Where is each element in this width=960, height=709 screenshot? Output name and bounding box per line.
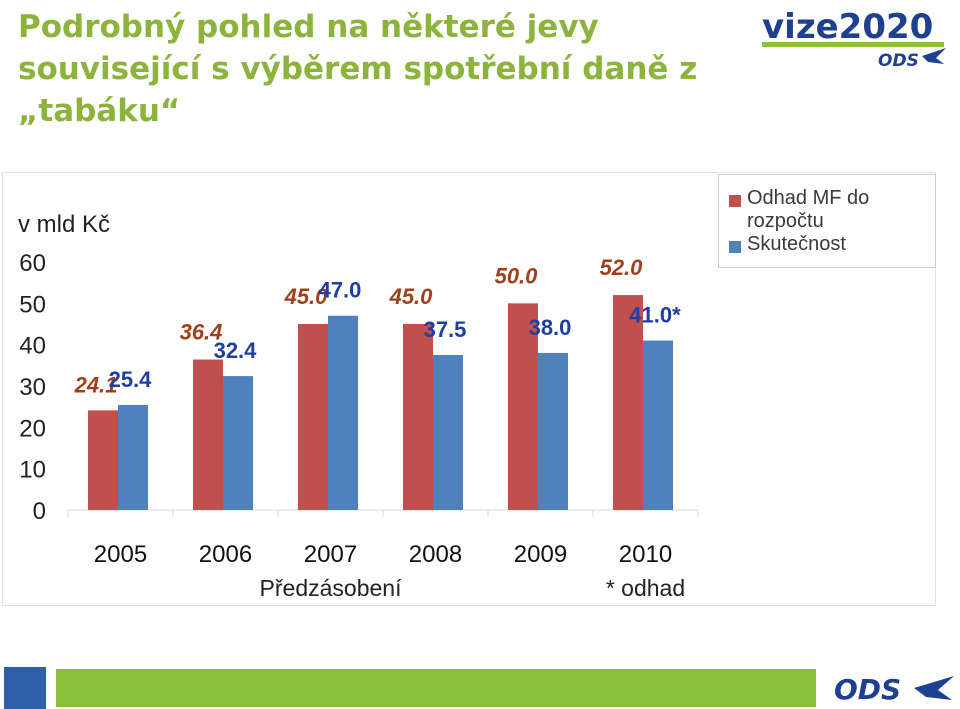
y-tick-label: 30: [19, 374, 46, 401]
logo-green-stripe: [762, 42, 944, 47]
x-category-note-2010: * odhad: [606, 575, 685, 601]
y-tick-label: 40: [19, 333, 46, 360]
bar-actual-2010: [643, 340, 673, 510]
data-label-estimate-2007: 45.0: [284, 284, 329, 309]
legend-swatch-actual: [729, 241, 741, 253]
legend-label-estimate: Odhad MF do rozpočtu: [747, 187, 870, 232]
bar-estimate-2006: [193, 359, 223, 510]
data-label-estimate-2010: 52.0: [600, 255, 644, 280]
footer-ods-text: ODS: [834, 673, 901, 706]
x-tick-label-2006: 2006: [199, 541, 252, 568]
bar-estimate-2005: [88, 410, 118, 510]
bar-actual-2005: [118, 405, 148, 510]
y-tick-label: 60: [19, 250, 46, 277]
bar-estimate-2007: [298, 324, 328, 510]
bar-estimate-2010: [613, 295, 643, 510]
data-label-estimate-2005: 24.1: [74, 372, 118, 397]
data-label-actual-2007: 47.0: [319, 278, 362, 303]
data-label-actual-2010: 41.0*: [629, 303, 681, 328]
vize2020-logo-text: vize2020: [762, 7, 933, 47]
data-label-estimate-2008: 45.0: [389, 284, 434, 309]
data-label-actual-2006: 32.4: [214, 338, 258, 363]
page-title: Podrobný pohled na některé jevy souvisej…: [18, 9, 698, 129]
y-tick-label: 0: [33, 498, 46, 525]
y-tick-label: 10: [19, 457, 46, 484]
bird-icon: [914, 676, 954, 700]
legend: Odhad MF do rozpočtu Skutečnost: [718, 174, 936, 268]
data-label-actual-2009: 38.0: [529, 315, 572, 340]
bar-actual-2007: [328, 315, 358, 510]
data-label-actual-2005: 25.4: [109, 367, 153, 392]
logo-ods-text: ODS: [878, 51, 919, 71]
footer-ods-logo: ODS: [834, 673, 954, 706]
x-category-note-2007: Předzásobení: [260, 575, 403, 601]
data-label-estimate-2006: 36.4: [180, 320, 223, 345]
x-tick-label-2005: 2005: [94, 541, 147, 568]
data-label-actual-2008: 37.5: [424, 317, 467, 342]
y-axis-label: v mld Kč: [18, 211, 110, 238]
footer-square: [4, 667, 46, 709]
x-tick-label-2008: 2008: [409, 541, 462, 568]
x-tick-label-2009: 2009: [514, 541, 567, 568]
bar-estimate-2009: [508, 303, 538, 510]
bar-actual-2009: [538, 352, 568, 510]
bar-actual-2008: [433, 355, 463, 510]
chart-frame: [2, 172, 936, 606]
legend-label-actual: Skutečnost: [747, 233, 846, 255]
footer-bar: [56, 669, 816, 707]
x-tick-label-2007: 2007: [304, 541, 357, 568]
bird-icon: [922, 48, 946, 64]
y-tick-label: 50: [19, 291, 46, 318]
bar-estimate-2008: [403, 324, 433, 510]
data-label-estimate-2009: 50.0: [495, 263, 539, 288]
bar-actual-2006: [223, 376, 253, 510]
legend-swatch-estimate: [729, 195, 741, 207]
x-tick-label-2010: 2010: [619, 541, 672, 568]
vize2020-logo: vize2020 ODS: [762, 7, 946, 71]
y-tick-label: 20: [19, 415, 46, 442]
